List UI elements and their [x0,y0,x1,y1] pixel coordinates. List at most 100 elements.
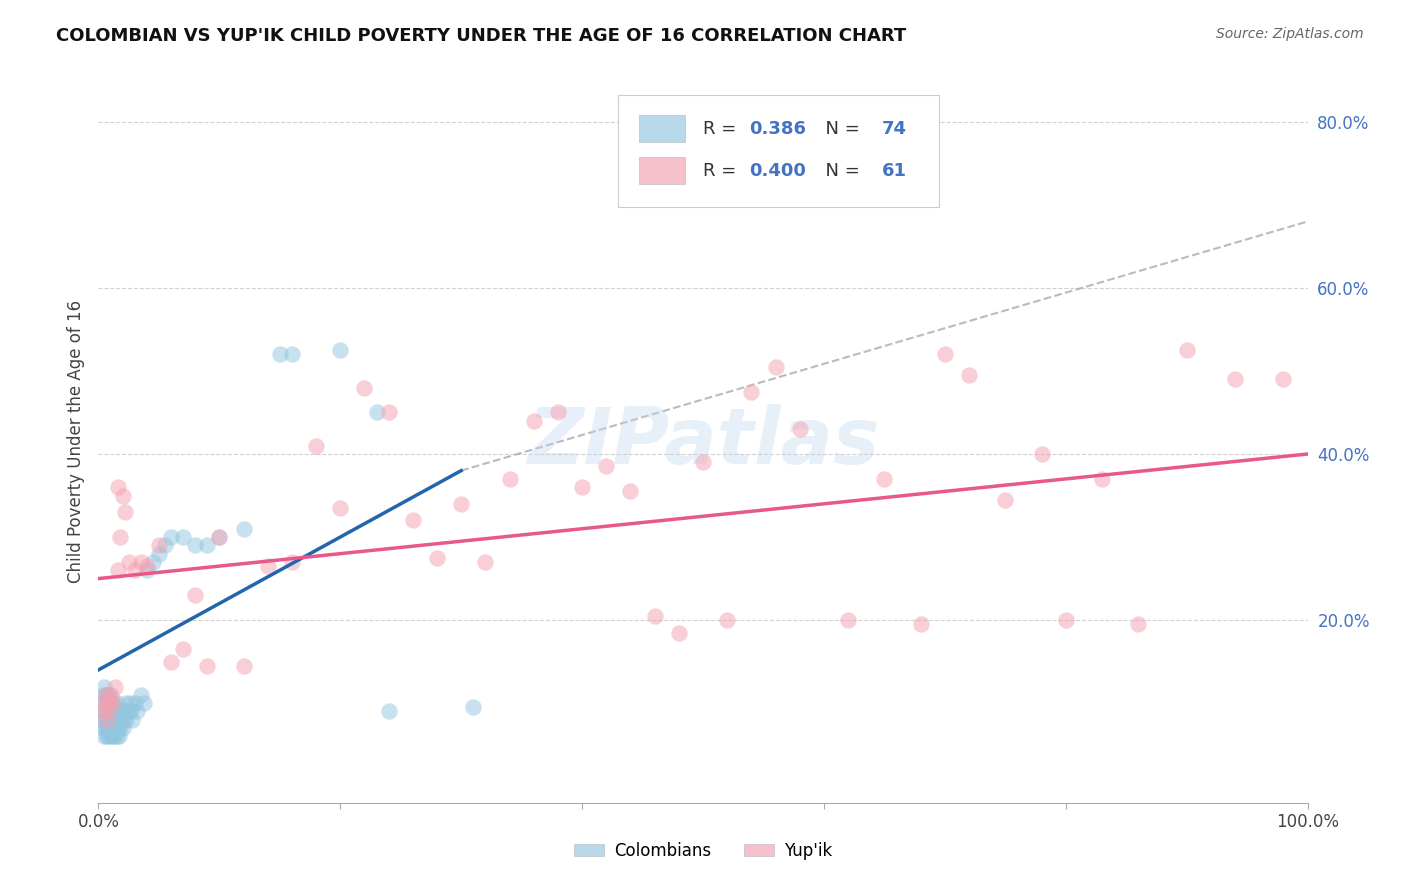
Point [256,559,278,574]
Point [108,730,131,744]
Point [101,696,124,710]
Point [118,555,141,569]
Point [523,414,546,428]
Point [547,405,569,419]
Point [184,538,207,552]
Point [115,696,138,710]
Point [96,730,118,744]
Point [108,705,131,719]
Point [124,563,146,577]
Point [97,730,120,744]
Point [93,680,115,694]
Bar [638,157,685,185]
Point [281,347,304,361]
Text: R =: R = [703,120,742,137]
Point [100,705,122,719]
Point [426,550,449,565]
Point [112,713,135,727]
Point [118,705,141,719]
Point [873,472,896,486]
Point [107,480,129,494]
Point [100,696,122,710]
Point [91,696,114,710]
Point [101,713,124,727]
Point [837,613,859,627]
Point [91,688,114,702]
Point [114,705,136,719]
Point [366,405,388,419]
Point [97,721,120,735]
Text: Source: ZipAtlas.com: Source: ZipAtlas.com [1216,27,1364,41]
Point [93,696,115,710]
Point [100,688,122,702]
Point [104,721,127,735]
Point [1128,617,1150,632]
Point [91,705,114,719]
Point [98,696,121,710]
Point [105,730,128,744]
Point [934,347,956,361]
Point [644,609,666,624]
Point [107,721,129,735]
Point [571,480,593,494]
Point [115,713,138,727]
Text: COLOMBIAN VS YUP'IK CHILD POVERTY UNDER THE AGE OF 16 CORRELATION CHART: COLOMBIAN VS YUP'IK CHILD POVERTY UNDER … [56,27,907,45]
Point [957,368,980,383]
Point [208,530,231,544]
Point [765,359,787,374]
Point [124,696,146,710]
Point [90,705,112,719]
Point [107,563,129,577]
Point [105,696,128,710]
Point [281,555,304,569]
Point [100,713,122,727]
Point [108,721,131,735]
Point [195,538,218,552]
Point [474,555,496,569]
Point [1272,372,1295,386]
Point [129,555,152,569]
Point [172,642,194,657]
Text: N =: N = [814,120,866,137]
Point [100,721,122,735]
Point [305,439,328,453]
Text: 74: 74 [882,120,907,137]
Point [595,459,617,474]
Point [96,696,118,710]
Point [148,547,170,561]
Point [377,705,399,719]
Point [135,559,157,574]
Point [94,721,117,735]
Point [129,688,152,702]
Point [93,713,115,727]
Point [91,713,114,727]
Point [498,472,520,486]
Point [127,705,149,719]
Point [160,655,183,669]
Point [104,705,127,719]
Text: N =: N = [814,161,866,179]
Point [1223,372,1246,386]
Point [98,721,121,735]
Point [353,380,375,394]
Point [108,713,131,727]
Point [98,688,121,702]
Point [450,497,472,511]
Point [100,730,122,744]
Point [94,688,117,702]
Point [101,730,124,744]
Point [121,713,143,727]
Point [1175,343,1198,358]
Point [104,680,127,694]
Point [910,617,932,632]
FancyBboxPatch shape [619,95,939,207]
Point [463,700,485,714]
Point [232,522,254,536]
Text: ZIPatlas: ZIPatlas [527,403,879,480]
Point [329,500,352,515]
Point [184,588,207,602]
Y-axis label: Child Poverty Under the Age of 16: Child Poverty Under the Age of 16 [66,300,84,583]
Point [103,730,125,744]
Point [91,721,114,735]
Point [120,705,142,719]
